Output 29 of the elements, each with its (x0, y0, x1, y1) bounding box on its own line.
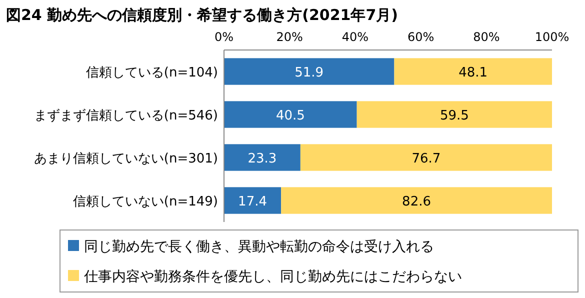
bar (224, 187, 282, 214)
data-label: 40.5 (276, 108, 305, 124)
bar (300, 144, 552, 171)
data-label: 48.1 (458, 66, 488, 80)
bar (224, 101, 357, 128)
y-tick-label: まずまず信頼している(n=546) (34, 108, 218, 124)
bar (356, 101, 552, 128)
data-label: 17.4 (238, 194, 268, 210)
data-label: 51.9 (294, 66, 324, 80)
data-label: 76.7 (412, 152, 441, 166)
bar (224, 58, 394, 85)
x-tick-label: 100% (534, 30, 570, 44)
y-tick-label: あまり信頼していない(n=301) (34, 152, 218, 166)
y-tick-label: 信頼していない(n=149) (72, 194, 218, 210)
bar (394, 58, 552, 85)
x-tick-label: 20% (276, 30, 303, 44)
bar (224, 144, 300, 171)
legend-label: 仕事内容や勤務条件を優先し、同じ勤め先にはこだわらない (83, 269, 462, 285)
data-label: 82.6 (402, 194, 432, 210)
legend-label: 同じ勤め先で長く働き、異動や転勤の命令は受け入れる (84, 239, 434, 255)
data-label: 23.3 (248, 152, 277, 166)
y-tick-label: 信頼している(n=104) (86, 66, 218, 80)
chart-title: 図24 勤め先への信頼度別・希望する働き方(2021年7月) (6, 6, 398, 24)
x-tick-label: 0% (214, 30, 234, 44)
bar (281, 187, 552, 214)
x-tick-label: 40% (342, 30, 369, 44)
x-tick-label: 80% (473, 30, 500, 44)
x-tick-label: 60% (407, 30, 434, 44)
data-label: 59.5 (440, 108, 469, 124)
